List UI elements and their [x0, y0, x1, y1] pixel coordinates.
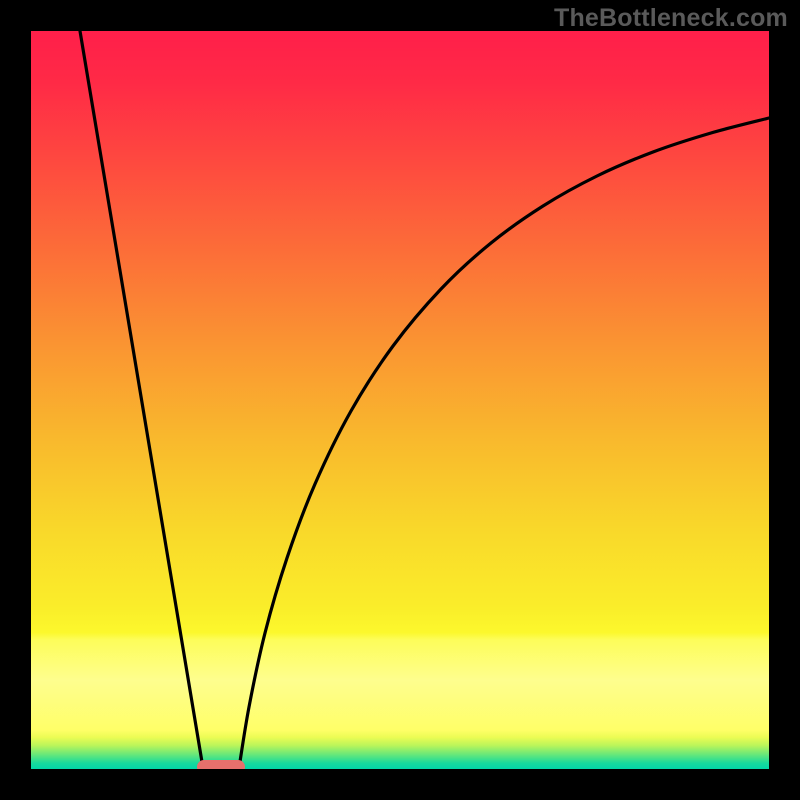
optimum-marker [197, 760, 245, 769]
chart-frame: TheBottleneck.com [0, 0, 800, 800]
watermark-text: TheBottleneck.com [554, 4, 788, 33]
plot-svg [31, 31, 769, 769]
plot-area [31, 31, 769, 769]
